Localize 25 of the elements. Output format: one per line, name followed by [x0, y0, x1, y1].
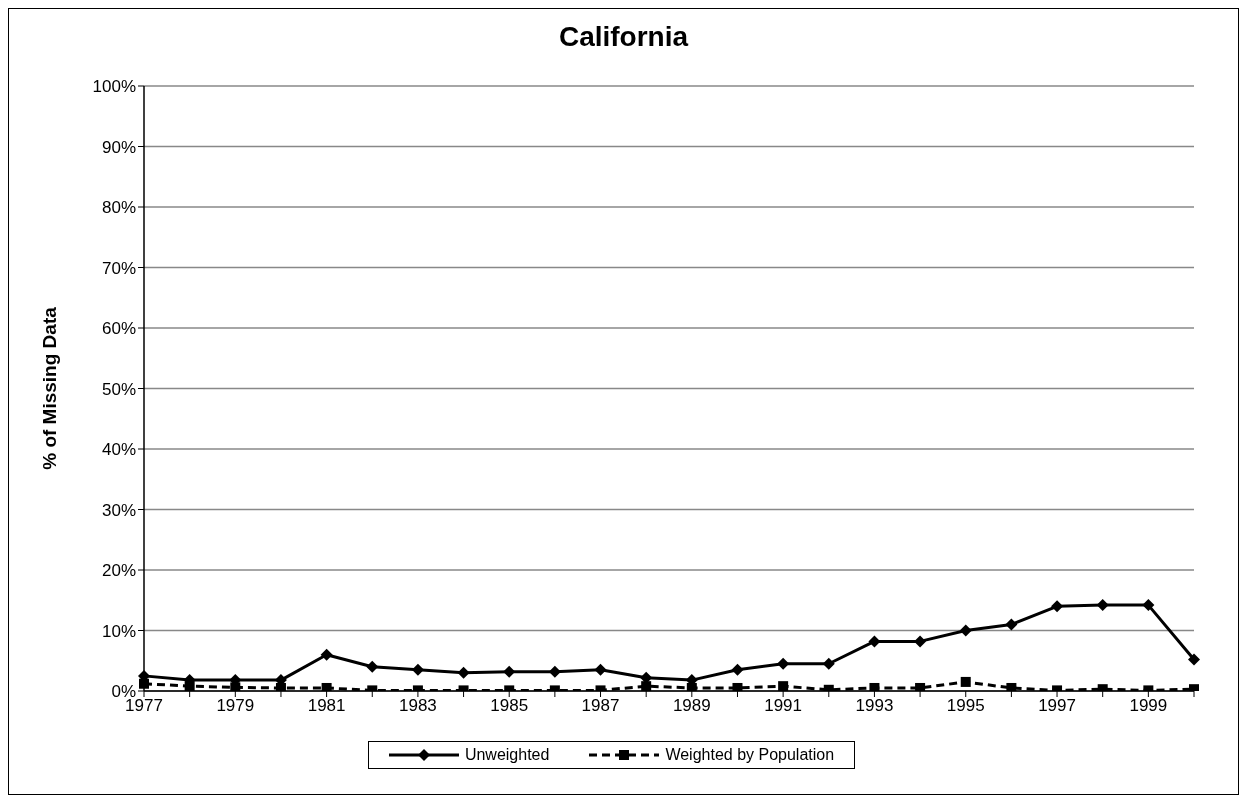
legend-label: Unweighted — [463, 746, 550, 764]
x-tick-label: 1979 — [216, 696, 255, 716]
y-tick-label: 90% — [101, 137, 136, 157]
y-tick-label: 20% — [101, 561, 136, 581]
x-tick-label: 1985 — [490, 696, 529, 716]
x-tick-label: 1999 — [1129, 696, 1168, 716]
x-tick-label: 1997 — [1038, 696, 1076, 716]
chart-title: California — [557, 21, 690, 53]
x-tick-label: 1993 — [855, 696, 894, 716]
y-tick-label: 10% — [101, 621, 136, 641]
y-tick-label: 80% — [101, 198, 136, 218]
legend-label: Weighted by Population — [664, 746, 835, 764]
x-tick-label: 1989 — [672, 696, 711, 716]
x-tick-label: 1995 — [946, 696, 985, 716]
x-tick-label: 1987 — [581, 696, 620, 716]
y-tick-label: 70% — [101, 258, 136, 278]
x-tick-label: 1983 — [399, 696, 437, 716]
y-axis-title: % of Missing Data — [38, 306, 60, 470]
y-tick-label: 50% — [101, 379, 136, 399]
y-tick-label: 100% — [92, 77, 136, 97]
x-tick-label: 1991 — [764, 696, 803, 716]
x-tick-label: 1981 — [307, 696, 346, 716]
y-tick-label: 30% — [101, 500, 136, 520]
y-tick-label: 40% — [101, 440, 136, 460]
y-tick-label: 60% — [101, 319, 136, 339]
